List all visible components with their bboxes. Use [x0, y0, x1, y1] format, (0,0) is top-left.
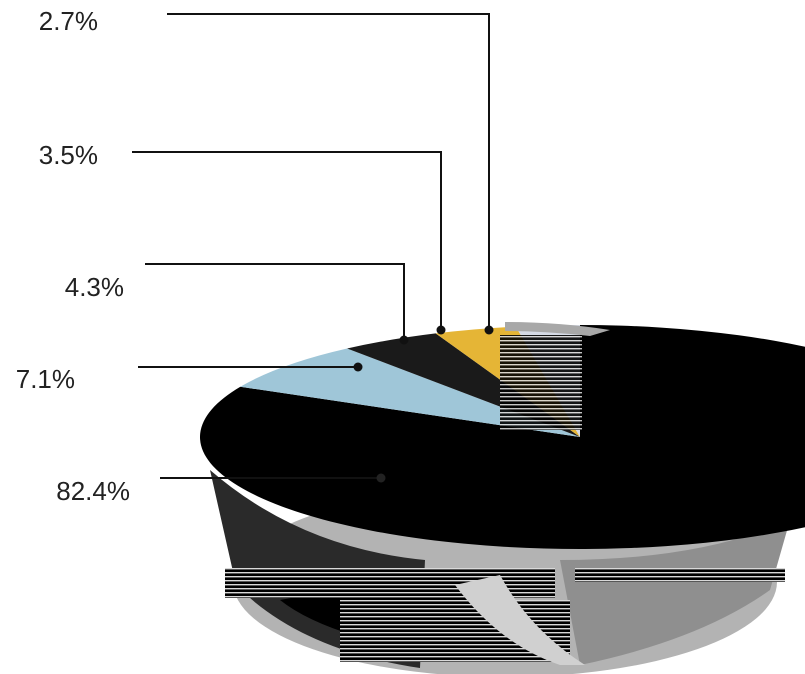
- data-label-4: 3.5%: [39, 140, 98, 170]
- leader-dot-5: [484, 325, 494, 335]
- leader-dot-2: [353, 362, 363, 372]
- pie-slice-2: [240, 348, 580, 437]
- leader-dot-3: [399, 335, 409, 345]
- leader-lines: [132, 13, 494, 483]
- pie-stripe-band-3: [575, 568, 785, 582]
- leader-dot-4: [436, 325, 446, 335]
- pie-back-rim: [505, 322, 610, 336]
- leader-line-5: [167, 13, 490, 330]
- pie-slice-1: [199, 325, 805, 549]
- data-label-5: 2.7%: [39, 6, 98, 36]
- leader-dot-1: [376, 473, 386, 483]
- leader-line-3: [145, 263, 405, 340]
- pie-rim-light: [455, 575, 585, 665]
- data-label-3: 4.3%: [65, 272, 124, 302]
- pie-bottom-mid-right: [560, 520, 790, 665]
- data-label-1: 82.4%: [56, 476, 130, 506]
- pie-top-stripe-artifact: [500, 335, 582, 430]
- leader-line-4: [132, 151, 442, 330]
- data-labels: 82.4% 7.1% 4.3% 3.5% 2.7%: [16, 6, 130, 506]
- data-label-2: 7.1%: [16, 364, 75, 394]
